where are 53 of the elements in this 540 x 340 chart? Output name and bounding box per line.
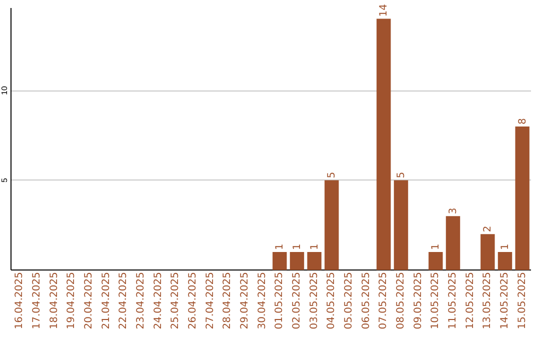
- data-label: 5: [396, 172, 407, 178]
- x-tick-label: 30.04.2025: [256, 272, 268, 330]
- x-tick-label: 27.04.2025: [204, 272, 216, 330]
- x-tick-label: 14.05.2025: [500, 272, 510, 330]
- data-label: 1: [309, 244, 320, 250]
- data-label: 2: [482, 226, 494, 232]
- x-tick-label: 21.04.2025: [100, 272, 112, 330]
- data-label: 1: [500, 244, 511, 250]
- data-label: 5: [326, 172, 338, 178]
- x-tick-label: 01.05.2025: [274, 272, 286, 330]
- x-tick-label: 26.04.2025: [188, 272, 198, 330]
- data-label: 1: [292, 244, 303, 250]
- y-tick-label: 10: [0, 86, 9, 95]
- x-tick-label: 09.05.2025: [412, 272, 424, 330]
- x-tick-label: 05.05.2025: [344, 272, 354, 330]
- bar: [428, 252, 443, 270]
- x-tick-label: 13.05.2025: [482, 272, 494, 330]
- x-tick-label: 16.04.2025: [14, 272, 26, 330]
- x-tick-label: 18.04.2025: [48, 272, 60, 330]
- x-tick-label: 02.05.2025: [292, 272, 302, 330]
- x-tick-label: 19.04.2025: [66, 272, 78, 330]
- bar: [394, 180, 408, 270]
- x-tick-label: 29.04.2025: [240, 272, 250, 330]
- data-label: 8: [517, 118, 528, 124]
- data-label: 1: [430, 244, 442, 250]
- x-tick-label: 22.04.2025: [118, 272, 130, 330]
- x-tick-label: 25.04.2025: [170, 272, 182, 330]
- data-label: 3: [448, 208, 459, 214]
- bar: [272, 252, 287, 270]
- x-tick-label: 08.05.2025: [396, 272, 406, 330]
- x-tick-label: 03.05.2025: [308, 272, 320, 330]
- bar: [376, 18, 391, 270]
- x-tick-label: 06.05.2025: [360, 272, 372, 330]
- bar: [290, 252, 304, 270]
- x-tick-label: 28.04.2025: [222, 272, 234, 330]
- x-tick-label: 12.05.2025: [464, 272, 476, 330]
- x-tick-label: 10.05.2025: [430, 272, 442, 330]
- x-tick-label: 11.05.2025: [448, 272, 458, 330]
- bar: [324, 180, 339, 270]
- x-tick-label: 04.05.2025: [326, 272, 338, 330]
- bar: [446, 216, 460, 270]
- bar: [498, 252, 512, 270]
- data-label: 14: [378, 4, 390, 17]
- x-tick-label: 20.04.2025: [84, 272, 94, 330]
- x-tick-label: 15.05.2025: [516, 272, 528, 330]
- data-label: 1: [274, 244, 286, 250]
- x-tick-label: 23.04.2025: [136, 272, 146, 330]
- bar: [307, 252, 322, 270]
- x-tick-label: 24.04.2025: [152, 272, 164, 330]
- bar: [480, 234, 495, 270]
- x-tick-label: 17.04.2025: [32, 272, 42, 330]
- bar: [515, 126, 530, 270]
- x-tick-label: 07.05.2025: [378, 272, 390, 330]
